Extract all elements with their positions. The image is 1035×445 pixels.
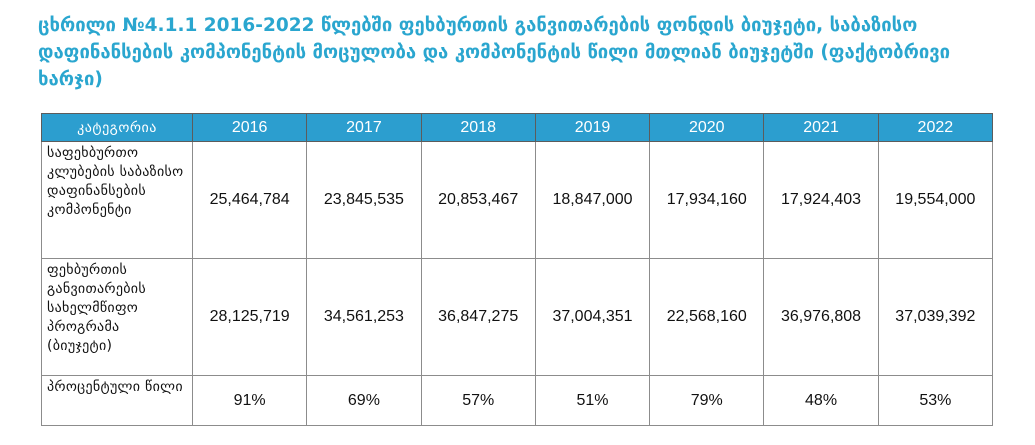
table-cell: 18,847,000 [534,141,651,259]
table-cell: 53% [877,375,994,426]
table-caption: ცხრილი №4.1.1 2016-2022 წლებში ფეხბურთის… [38,15,951,90]
row-label: პროცენტული წილი [41,375,193,426]
table-cell: 79% [649,375,765,426]
table-cell: 36,976,808 [763,258,879,376]
table-cell: 91% [191,375,308,426]
table-cell: 57% [420,375,536,426]
table-cell: 51% [534,375,651,426]
table-cell: 37,039,392 [877,258,994,376]
table-cell: 37,004,351 [534,258,651,376]
budget-table: კატეგორია 2016 2017 2018 2019 2020 2021 … [41,113,994,426]
table-row: საფეხბურთო კლუბების საბაზისო დაფინანსები… [41,141,994,259]
table-header-row: კატეგორია 2016 2017 2018 2019 2020 2021 … [41,113,994,142]
table-cell: 36,847,275 [420,258,536,376]
table-cell: 19,554,000 [877,141,994,259]
table-cell: 48% [763,375,879,426]
table-cell: 34,561,253 [306,258,422,376]
table-cell: 28,125,719 [191,258,308,376]
header-year-2018: 2018 [420,113,536,142]
header-year-2019: 2019 [534,113,651,142]
header-year-2016: 2016 [191,113,308,142]
row-label: ფეხბურთის განვითარების სახელმწიფო პროგრა… [41,258,193,376]
header-year-2022: 2022 [877,113,994,142]
header-category: კატეგორია [41,113,193,142]
table-row: პროცენტული წილი 91% 69% 57% 51% 79% 48% … [41,375,994,426]
table-cell: 25,464,784 [191,141,308,259]
row-label: საფეხბურთო კლუბების საბაზისო დაფინანსები… [41,141,193,259]
table-cell: 20,853,467 [420,141,536,259]
table-cell: 17,924,403 [763,141,879,259]
header-year-2017: 2017 [306,113,422,142]
header-year-2021: 2021 [763,113,879,142]
table-cell: 23,845,535 [306,141,422,259]
table-cell: 17,934,160 [649,141,765,259]
table-row: ფეხბურთის განვითარების სახელმწიფო პროგრა… [41,258,994,376]
header-year-2020: 2020 [649,113,765,142]
table-cell: 22,568,160 [649,258,765,376]
table-cell: 69% [306,375,422,426]
